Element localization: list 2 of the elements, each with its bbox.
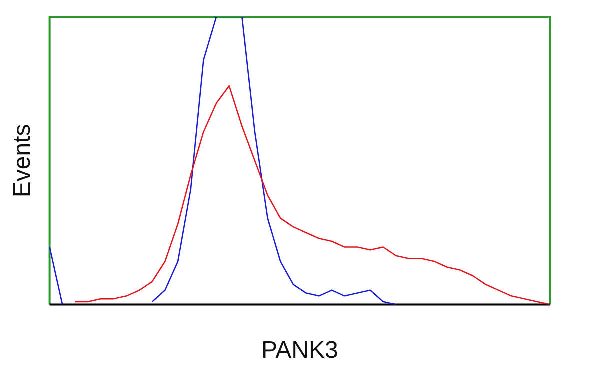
y-axis-title: Events	[9, 124, 36, 198]
x-axis-title: PANK3	[261, 337, 338, 364]
